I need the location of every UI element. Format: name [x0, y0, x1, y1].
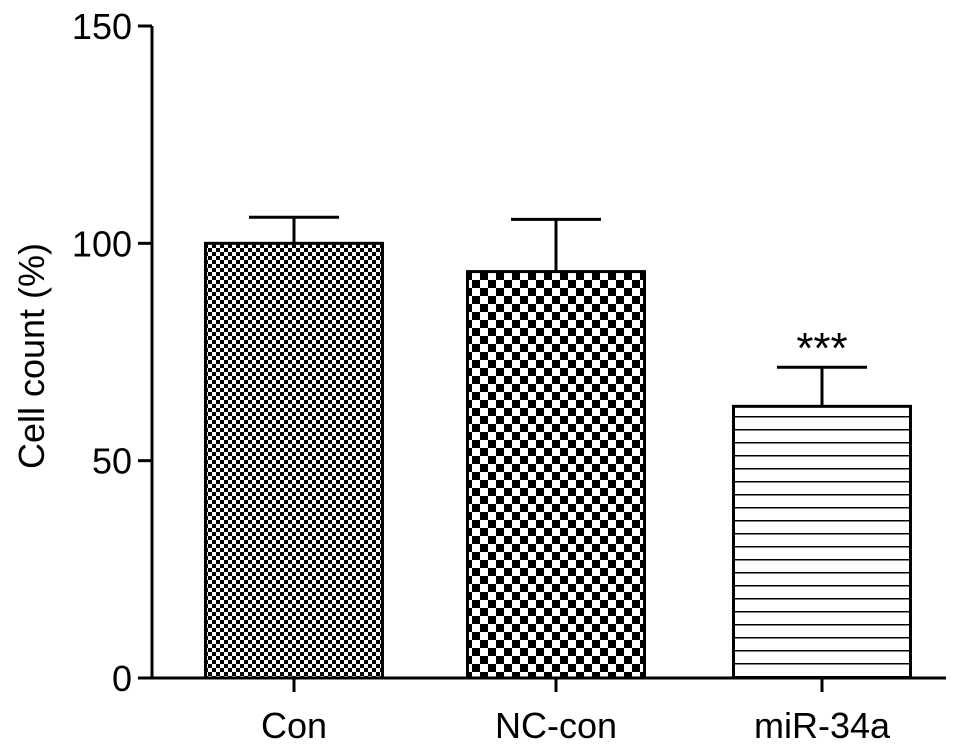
y-tick-label: 150 [72, 6, 132, 47]
bars-group [204, 241, 912, 680]
x-tick-label: NC-con [495, 705, 617, 746]
y-axis-label: Cell count (%) [11, 243, 52, 469]
bar-nc-con [466, 270, 646, 680]
y-tick-label: 50 [92, 441, 132, 482]
significance-annotation: *** [796, 324, 847, 373]
x-tick-label: miR-34a [754, 705, 891, 746]
x-tick-label: Con [261, 705, 327, 746]
annotations-group: *** [796, 324, 847, 373]
y-tick-label: 100 [72, 223, 132, 264]
bar-mir-34a [732, 404, 912, 680]
y-ticks-group: 0 50 100 150 [72, 6, 152, 699]
x-ticks-group: Con NC-con miR-34a [261, 678, 891, 746]
error-bars-group [249, 215, 867, 407]
y-tick-label: 0 [112, 658, 132, 699]
bar-con [204, 241, 384, 680]
